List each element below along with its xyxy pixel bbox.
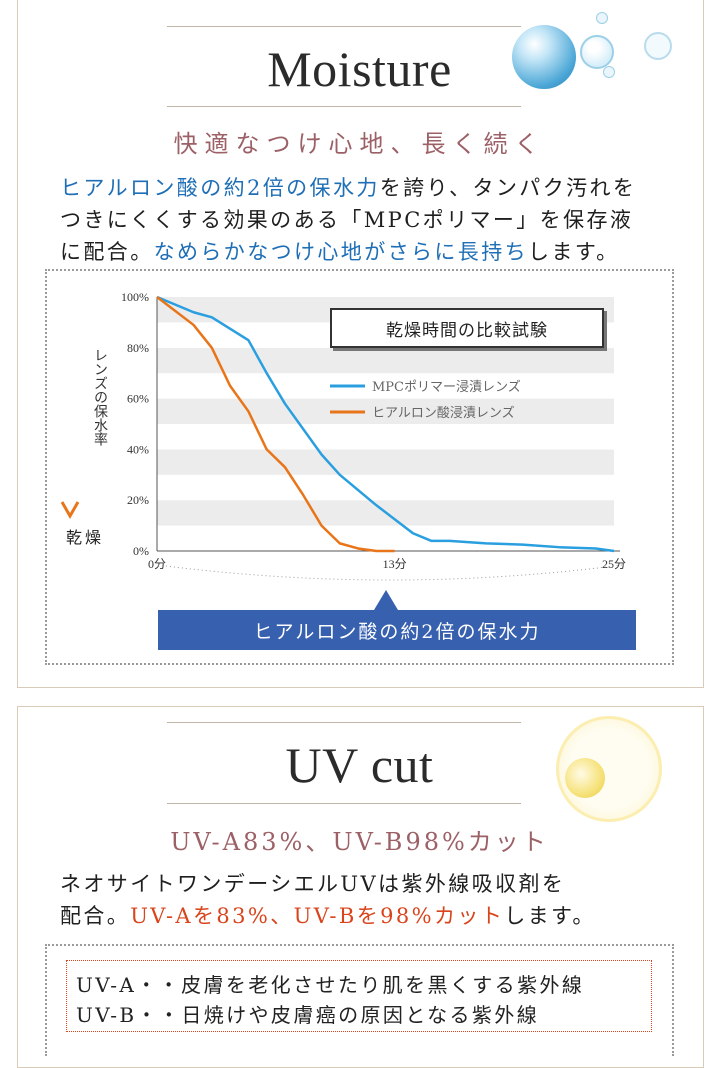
uv-title-rule-top xyxy=(167,722,521,723)
dry-label: 乾燥 xyxy=(66,528,105,547)
bubble-icon xyxy=(644,32,672,60)
chart-frame xyxy=(45,269,674,665)
uv-frame xyxy=(45,944,674,1056)
title-rule-bottom xyxy=(167,106,521,107)
uv-paragraph-line-2: 配合。UV-Aを83%、UV-Bを98%カットします。 xyxy=(60,904,596,928)
uv-title-rule-bottom xyxy=(167,803,521,804)
title-rule-top xyxy=(167,26,521,27)
uv-list: UV-A・・皮膚を老化させたり肌を黒くする紫外線 UV-B・・日焼けや皮膚癌の原… xyxy=(66,960,652,1032)
chart-title: 乾燥時間の比較試験 xyxy=(330,308,604,348)
paragraph-line-1: ヒアルロン酸の約2倍の保水力を誇り、タンパク汚れを xyxy=(60,176,637,200)
callout-banner: ヒアルロン酸の約2倍の保水力 xyxy=(158,610,636,650)
bubble-icon xyxy=(596,12,608,24)
moisture-paragraph: ヒアルロン酸の約2倍の保水力を誇り、タンパク汚れを つきにくくする効果のある「M… xyxy=(60,172,680,268)
uv-title: UV cut xyxy=(285,737,434,793)
bubble-icon xyxy=(580,35,614,69)
paragraph-line-2: つきにくくする効果のある「MPCポリマー」を保存液 xyxy=(60,208,634,232)
bubble-icon xyxy=(603,66,615,78)
uv-a-item: UV-A・・皮膚を老化させたり肌を黒くする紫外線 xyxy=(76,973,585,997)
uv-paragraph: ネオサイトワンデーシエルUVは紫外線吸収剤を 配合。UV-Aを83%、UV-Bを… xyxy=(60,868,680,932)
paragraph-line-3: に配合。なめらかなつけ心地がさらに長持ちします。 xyxy=(60,240,620,264)
uv-b-item: UV-B・・日焼けや皮膚癌の原因となる紫外線 xyxy=(76,1003,540,1027)
sun-glow-icon xyxy=(556,716,662,822)
uv-subtitle: UV-A83%、UV-B98%カット xyxy=(170,828,549,856)
y-axis-label: レンズの保水率 xyxy=(92,348,108,446)
moisture-subtitle: 快適なつけ心地、長く続く xyxy=(173,130,546,158)
sun-icon xyxy=(565,758,605,798)
callout-pointer xyxy=(374,590,398,610)
moisture-title: Moisture xyxy=(267,41,452,97)
water-droplet-icon xyxy=(512,25,576,89)
uv-paragraph-line-1: ネオサイトワンデーシエルUVは紫外線吸収剤を xyxy=(60,872,566,896)
